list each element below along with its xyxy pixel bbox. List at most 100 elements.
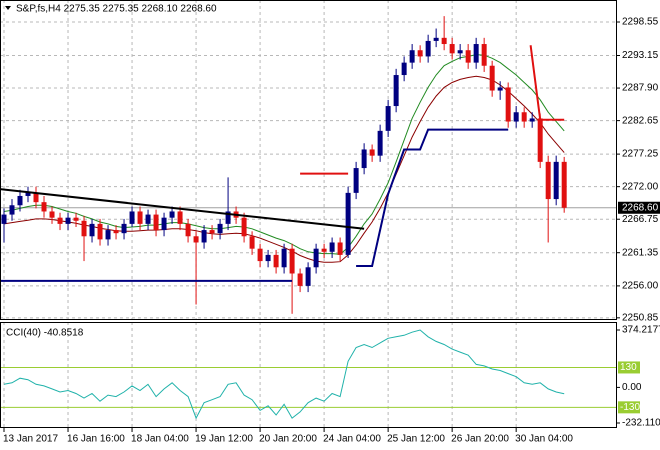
panel-frame [0,322,617,428]
candle-body [441,37,447,45]
candle-body [521,112,527,122]
candle-body [273,254,279,268]
y-tick-label: 2298.55 [622,17,659,28]
candle-body [121,223,127,234]
candle-body [129,211,135,224]
candle-body [137,211,143,224]
y-tick-label: 2293.15 [622,50,659,61]
candle-body [177,211,183,224]
candle-body [201,230,207,243]
candle-body [265,254,271,262]
candle-body [553,161,559,200]
candle-body [313,248,319,268]
candle-body [145,214,151,224]
candle-body [25,192,31,196]
candle-body [33,192,39,203]
candle-body [449,44,455,54]
candle-body [417,50,423,57]
drawn-line [529,45,565,121]
y-tick-label: 374.2177 [622,325,660,336]
drawn-line [356,128,509,267]
candle-body [169,211,175,218]
y-tick-label: 2282.65 [622,115,659,126]
candle-body [89,223,95,237]
candle-body [457,50,463,54]
candle-body [337,242,343,255]
candle-body [329,242,335,252]
cci-line [3,329,565,420]
candle-body [281,248,287,268]
candle-body [49,211,55,218]
candle-body [97,223,103,240]
candle-body [377,130,383,156]
candle-body [305,267,311,286]
level-box [618,401,640,414]
candle-body [17,195,23,206]
x-tick-label: 24 Jan 04:00 [323,434,381,445]
candle-body [81,220,87,237]
y-tick-label: 2266.75 [622,214,659,225]
x-tick-label: 13 Jan 2017 [3,434,58,445]
candle-body [41,202,47,212]
candle-body [345,192,351,255]
x-tick-label: 18 Jan 04:00 [131,434,189,445]
candle-body [249,236,255,249]
y-tick-label: 2272.00 [622,181,659,192]
candle-body [489,65,495,91]
candle-body [105,230,111,240]
level-box [618,361,640,374]
candle-body [369,149,375,156]
candle-body [385,106,391,131]
candle-body [393,75,399,107]
candle-body [353,168,359,193]
x-tick-label: 30 Jan 04:00 [515,434,573,445]
candle-body [153,214,159,231]
level-label: -130 [620,402,640,413]
y-tick-label: 2256.00 [622,281,659,292]
candle-body [65,217,71,224]
candle-body [257,248,263,262]
candle-body [193,236,199,243]
candle-body [113,230,119,234]
candle-body [209,230,215,234]
candle-body [241,217,247,237]
candle-body [321,248,327,252]
chart-title: S&P,fs,H4 2275.35 2275.35 2268.10 2268.6… [16,4,217,15]
candle-body [513,112,519,122]
candle-body [505,87,511,122]
candle-body [529,118,535,122]
candle-body [465,50,471,63]
x-tick-label: 19 Jan 12:00 [195,434,253,445]
candle-body [433,37,439,41]
candle-body [425,40,431,57]
y-tick-label: 0.00 [622,382,642,393]
candle-body [9,205,15,215]
candle-body [401,62,407,76]
drawn-line [0,188,365,230]
candle-body [161,217,167,231]
candle-body [473,44,479,63]
candle-body [537,118,543,162]
candle-body [185,223,191,237]
candle-body [1,214,7,224]
x-tick-label: 25 Jan 12:00 [387,434,445,445]
x-tick-label: 16 Jan 16:00 [67,434,125,445]
candle-body [361,149,367,169]
x-tick-label: 20 Jan 20:00 [259,434,317,445]
y-tick-label: -232.1105 [622,418,660,429]
moving-average [3,54,565,255]
y-tick-label: 2287.90 [622,83,659,94]
candle-body [481,44,487,66]
x-tick-label: 26 Jan 20:00 [451,434,509,445]
candle-body [297,273,303,286]
indicator-title: CCI(40) -40.8518 [6,328,84,339]
last-price-label: 2268.60 [622,202,659,213]
candle-body [217,223,223,234]
candle-body [73,217,79,221]
last-price-box [618,201,660,214]
level-label: 130 [620,362,637,373]
candle-body [289,248,295,274]
y-tick-label: 2277.25 [622,149,659,160]
candle-body [561,161,567,208]
